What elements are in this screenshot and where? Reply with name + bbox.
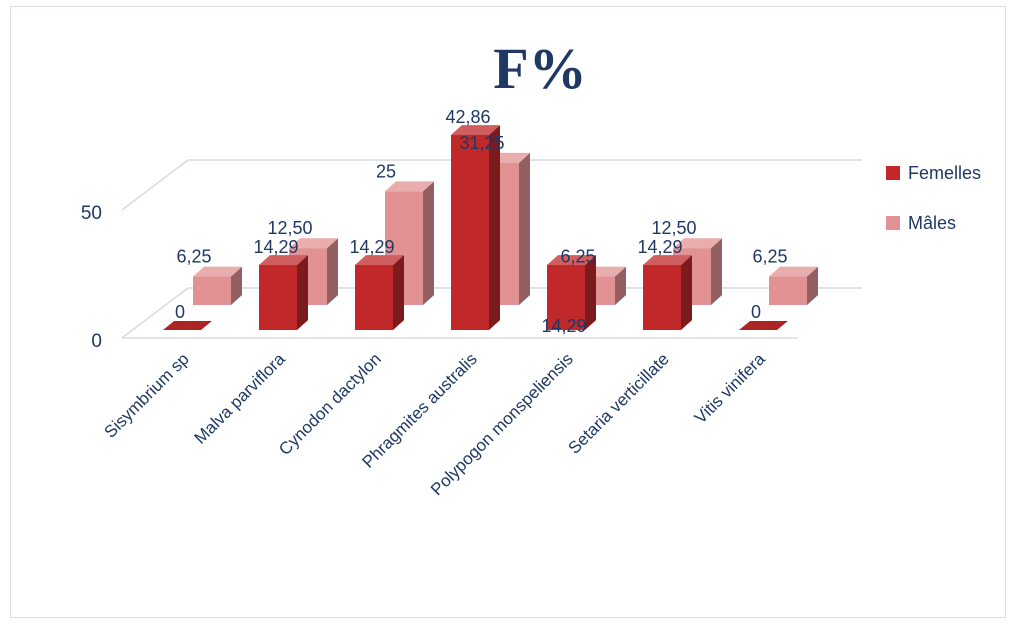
bar-femelles: [355, 264, 393, 330]
data-label-femelles: 0: [175, 302, 185, 322]
bar-males-top: [193, 266, 242, 277]
bar-femelles: [163, 321, 212, 330]
bar-femelles: [643, 264, 681, 330]
bar-males-side: [807, 266, 818, 305]
data-label-males: 31,25: [459, 133, 504, 153]
bar-femelles-side: [393, 255, 404, 330]
floor-left-edge: [121, 287, 189, 339]
bar-femelles-side: [585, 255, 596, 330]
chart-frame: [10, 6, 1006, 618]
bar-femelles: [547, 264, 585, 330]
legend-entry: Mâles: [908, 213, 956, 233]
data-label-femelles: 0: [751, 302, 761, 322]
bar-femelles-top: [547, 255, 596, 265]
wall-left-edge: [121, 159, 189, 211]
bar-femelles-top: [259, 255, 308, 265]
legend-swatch: [886, 216, 900, 230]
bar-males-side: [615, 266, 626, 305]
data-label-males: 6,25: [752, 247, 787, 267]
x-tick-label: Setaria verticillate: [565, 349, 673, 457]
data-label-males: 12,50: [651, 218, 696, 238]
data-label-males: 6,25: [560, 247, 595, 267]
bar-femelles-side: [681, 255, 692, 330]
bar-femelles-top: [355, 255, 404, 265]
bar-femelles-side: [489, 125, 500, 330]
data-label-femelles: 42,86: [445, 107, 490, 127]
bar-femelles-top: [451, 125, 500, 135]
legend-entry: Femelles: [908, 163, 981, 183]
bar-males-top: [385, 181, 434, 192]
bar-femelles: [259, 264, 297, 330]
y-tick-label: 0: [91, 331, 102, 352]
data-label-males: 6,25: [176, 247, 211, 267]
bar-femelles-top: [643, 255, 692, 265]
data-label-males: 25: [376, 161, 396, 181]
bar-femelles-side: [297, 255, 308, 330]
x-tick-label: Sisymbrium sp: [101, 349, 193, 441]
bar-males-side: [711, 238, 722, 305]
bar-males-top: [289, 238, 338, 249]
bar-males-side: [519, 152, 530, 305]
legend-swatch: [886, 166, 900, 180]
bar-males-top: [673, 238, 722, 249]
bar-males-top: [769, 266, 818, 277]
bar-males-side: [327, 238, 338, 305]
data-label-femelles: 14,29: [637, 237, 682, 257]
bar-males: [193, 276, 231, 305]
bar-males-side: [231, 266, 242, 305]
x-tick-label: Vitis vinifera: [691, 349, 769, 427]
data-label-femelles: 14,29: [541, 316, 586, 336]
data-label-femelles: 14,29: [349, 237, 394, 257]
bar-males: [769, 276, 807, 305]
x-tick-label: Malva parviflora: [191, 349, 290, 448]
data-label-males: 12,50: [267, 218, 312, 238]
chart-title: F%: [493, 36, 586, 101]
y-tick-label: 50: [81, 203, 102, 224]
bar-femelles: [451, 134, 489, 330]
bar-males-side: [423, 181, 434, 305]
bar-femelles: [739, 321, 788, 330]
x-tick-label: Cynodon dactylon: [275, 349, 385, 459]
data-label-femelles: 14,29: [253, 237, 298, 257]
